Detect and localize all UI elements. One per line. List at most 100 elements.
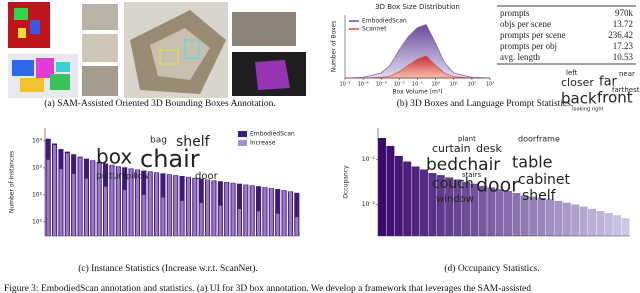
bar bbox=[462, 181, 470, 236]
axes bbox=[344, 15, 490, 79]
word: doorframe bbox=[518, 135, 560, 144]
bar bbox=[403, 161, 412, 236]
bar bbox=[495, 189, 504, 236]
y-axis-label: Occupancy bbox=[343, 165, 350, 199]
bar bbox=[244, 185, 248, 236]
axes bbox=[377, 128, 630, 237]
x-tick-label: 10¹ bbox=[450, 82, 458, 88]
bar bbox=[218, 205, 222, 236]
bar bbox=[562, 202, 571, 236]
bar bbox=[135, 170, 140, 236]
word: couch bbox=[432, 176, 474, 192]
density-area bbox=[345, 55, 490, 79]
bar bbox=[436, 175, 445, 236]
bar bbox=[231, 183, 235, 236]
bar bbox=[212, 180, 216, 236]
bar bbox=[84, 178, 89, 236]
bar bbox=[276, 213, 280, 236]
word: farthest bbox=[612, 86, 640, 94]
bar bbox=[295, 217, 299, 236]
legend-label: EmbodiedScan bbox=[250, 131, 295, 138]
x-axis-label: Box Volume (m³) bbox=[392, 89, 442, 96]
bar bbox=[487, 187, 496, 236]
word: shelf bbox=[522, 188, 557, 204]
bar bbox=[282, 190, 286, 236]
word: looking right bbox=[572, 107, 604, 113]
table-key: prompts bbox=[500, 8, 530, 18]
bar bbox=[453, 179, 462, 236]
bar bbox=[180, 200, 184, 236]
bar bbox=[596, 210, 605, 236]
bar bbox=[263, 187, 267, 236]
bar bbox=[478, 185, 487, 236]
bar bbox=[588, 208, 596, 236]
bar bbox=[123, 190, 127, 236]
bar bbox=[275, 189, 281, 236]
chart-title: 3D Box Size Distribution bbox=[375, 3, 460, 11]
bar bbox=[378, 137, 386, 236]
word: pillow bbox=[126, 172, 150, 181]
bar bbox=[546, 199, 554, 236]
bar bbox=[579, 206, 588, 236]
x-tick-label: 10⁻¹ bbox=[412, 82, 423, 88]
bar bbox=[445, 177, 454, 236]
bar bbox=[167, 174, 171, 236]
word: cabinet bbox=[518, 172, 571, 188]
bar bbox=[174, 175, 178, 236]
bar bbox=[129, 169, 133, 236]
word: left bbox=[566, 69, 578, 77]
y-axis-label: Number of Instances bbox=[9, 151, 16, 213]
table-value: 970k bbox=[615, 8, 634, 18]
x-tick-label: 10⁻⁴ bbox=[358, 82, 369, 88]
x-tick-label: 10⁰ bbox=[431, 82, 439, 88]
word: far bbox=[599, 75, 618, 90]
y-tick-label: 10⁻¹ bbox=[362, 156, 376, 163]
bar bbox=[621, 218, 630, 236]
bar bbox=[512, 193, 521, 236]
y-tick-label: 10⁴ bbox=[32, 137, 43, 144]
word: desk bbox=[476, 142, 502, 155]
word: bedchair bbox=[426, 155, 500, 175]
table-value: 10.53 bbox=[613, 52, 634, 62]
table-key: objs per scene bbox=[500, 19, 551, 29]
word: bag bbox=[150, 136, 167, 146]
table-key: avg. length bbox=[500, 52, 540, 62]
bar bbox=[78, 157, 82, 236]
bar bbox=[250, 185, 254, 236]
bar bbox=[91, 160, 95, 236]
bar bbox=[269, 188, 273, 236]
x-tick-label: 10⁻² bbox=[394, 82, 405, 88]
word: table bbox=[512, 153, 553, 172]
bar bbox=[59, 169, 63, 236]
bar bbox=[470, 183, 479, 236]
bar bbox=[520, 195, 529, 236]
bar bbox=[225, 182, 229, 236]
density-area bbox=[344, 23, 491, 79]
word: plant bbox=[458, 135, 476, 143]
bar bbox=[237, 209, 242, 236]
bar bbox=[571, 204, 580, 236]
y-tick-label: 10³ bbox=[32, 164, 43, 171]
caption-b: (b) 3D Boxes and Language Prompt Statist… bbox=[397, 98, 574, 109]
word: box bbox=[96, 145, 132, 169]
bar bbox=[148, 172, 152, 236]
bar bbox=[394, 155, 403, 236]
table-value: 13.72 bbox=[613, 19, 633, 29]
word: shelf bbox=[176, 134, 211, 150]
x-tick-label: 10⁻⁵ bbox=[339, 82, 350, 88]
legend-label: Increase bbox=[250, 140, 276, 147]
bar bbox=[65, 153, 69, 236]
table-key: prompts per scene bbox=[500, 30, 565, 40]
legend-label: Scannet bbox=[362, 26, 387, 33]
bar bbox=[411, 166, 420, 236]
bar bbox=[52, 145, 57, 236]
bar bbox=[288, 191, 293, 236]
word: near bbox=[619, 70, 635, 78]
word: window bbox=[436, 194, 474, 205]
bar bbox=[386, 145, 395, 236]
word: curtain bbox=[432, 142, 471, 155]
annotation-ui-images bbox=[8, 2, 306, 98]
word: front bbox=[597, 89, 633, 107]
caption-a: (a) SAM-Assisted Oriented 3D Bounding Bo… bbox=[44, 98, 275, 109]
